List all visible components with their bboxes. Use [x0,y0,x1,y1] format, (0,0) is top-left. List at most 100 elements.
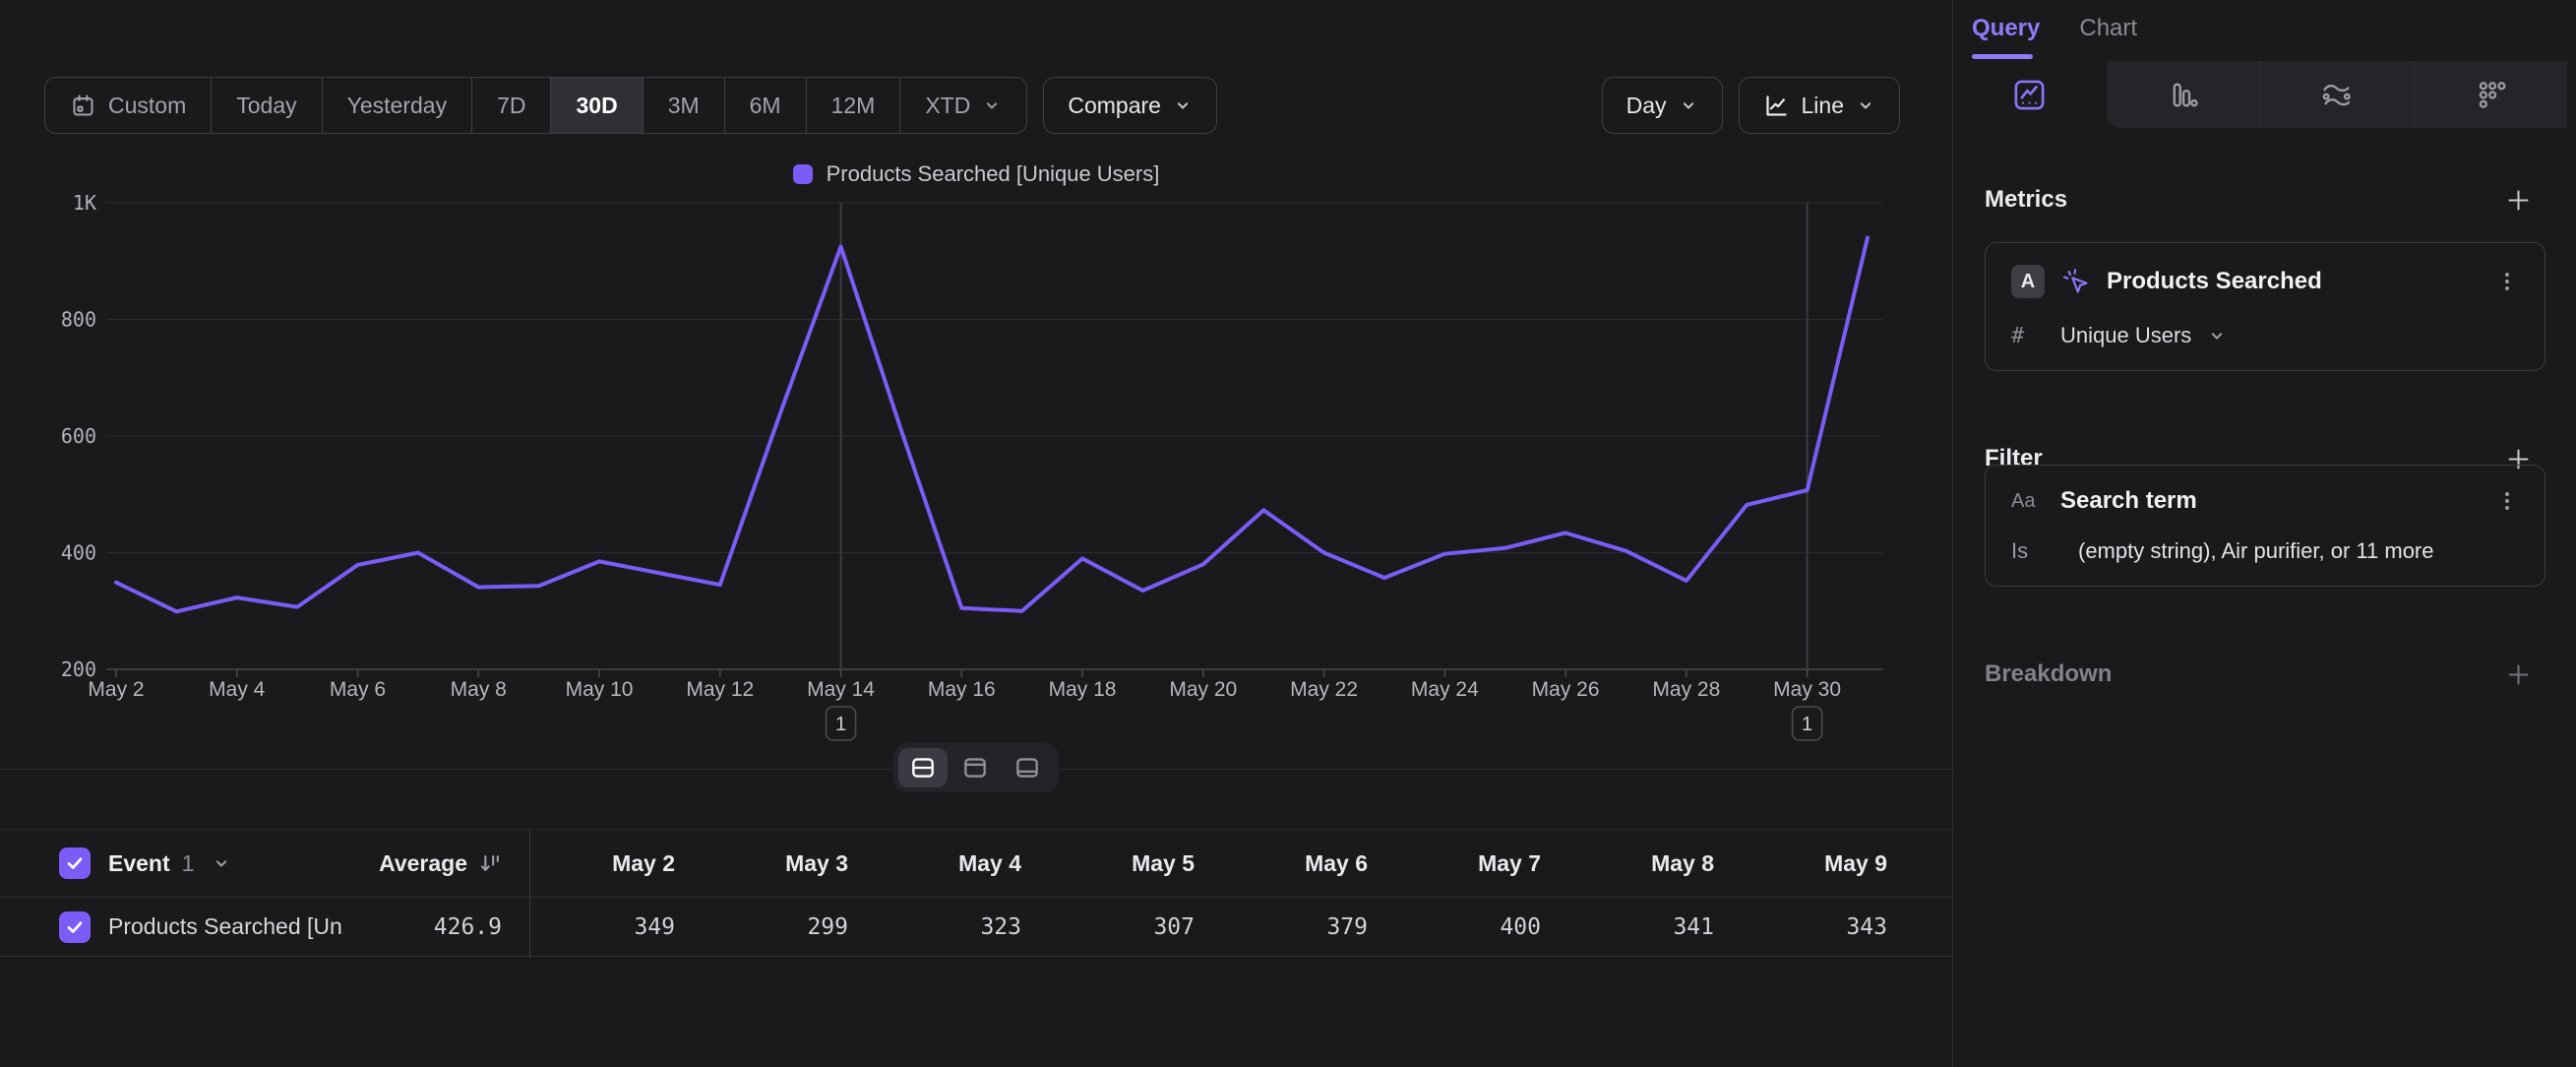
table-row[interactable]: Products Searched [Un... 426.9 349299323… [0,898,1952,957]
metric-name[interactable]: Products Searched [2107,268,2480,295]
date-range-12m[interactable]: 12M [807,78,901,133]
annotation-badge-label: 1 [1802,714,1812,735]
column-header-may-8[interactable]: May 8 [1549,850,1722,877]
row-event: Products Searched [Un... [0,911,344,943]
row-event-name: Products Searched [Un... [108,913,344,940]
event-checkbox[interactable] [59,847,91,879]
series-line[interactable] [116,238,1868,612]
results-table: Event 1 Average May 2May 3May 4May 5May … [0,829,1952,957]
filter-property-name[interactable]: Search term [2060,487,2480,515]
aggregation-label: Unique Users [2060,323,2191,348]
retention-icon [2318,77,2355,113]
chart-only-view-button[interactable] [951,748,1000,787]
filter-card[interactable]: Aa Search term Is (empty string), Air pu… [1985,465,2545,587]
row-checkbox[interactable] [59,911,91,943]
add-metric-button[interactable] [2505,187,2532,214]
x-axis-label: May 16 [928,678,996,701]
split-view-button[interactable] [898,748,948,787]
chart-type-button[interactable]: Line [1739,77,1900,134]
metrics-section-header: Metrics [1985,182,2532,218]
property-type-badge: Aa [2011,490,2045,513]
kebab-menu-icon[interactable] [2495,489,2519,513]
column-header-may-5[interactable]: May 5 [1029,850,1202,877]
table-only-view-icon [1013,754,1041,782]
split-view-icon [909,754,937,782]
event-count: 1 [182,850,195,877]
table-header-row: Event 1 Average May 2May 3May 4May 5May … [0,829,1952,898]
bar-chart-tab[interactable] [2107,61,2260,128]
x-axis-label: May 26 [1532,678,1600,701]
average-label: Average [379,850,467,877]
x-axis-label: May 30 [1773,678,1841,701]
metric-card[interactable]: A Products Searched # Unique Users [1985,242,2545,371]
column-header-may-4[interactable]: May 4 [856,850,1029,877]
x-axis-label: May 18 [1049,678,1117,701]
active-tab-underline [1972,54,2033,59]
compare-button[interactable]: Compare [1043,77,1217,134]
x-axis-label: May 20 [1169,678,1237,701]
column-header-average[interactable]: Average [344,850,510,877]
filter-condition-row[interactable]: Is (empty string), Air purifier, or 11 m… [2011,538,2519,564]
x-axis-label: May 22 [1290,678,1358,701]
insights-chart-tab[interactable] [1953,61,2107,128]
column-header-may-2[interactable]: May 2 [510,850,683,877]
column-header-may-7[interactable]: May 7 [1376,850,1549,877]
event-selector[interactable]: Event 1 [0,847,344,879]
metric-card-title-row: A Products Searched [2011,265,2519,298]
date-range-7d[interactable]: 7D [472,78,551,133]
compare-label: Compare [1068,93,1161,119]
funnel-icon [2473,77,2509,113]
x-axis-label: May 14 [807,678,875,701]
date-range-yesterday[interactable]: Yesterday [323,78,472,133]
x-axis-label: May 2 [88,678,144,701]
calendar-icon [70,93,96,119]
x-axis-label: May 8 [451,678,507,701]
chart-only-view-icon [961,754,989,782]
table-column-divider [529,829,530,958]
kebab-menu-icon[interactable] [2495,270,2519,293]
date-range-6m[interactable]: 6M [725,78,807,133]
y-axis-label: 800 [61,308,96,332]
toolbar: Custom Today Yesterday 7D 30D 3M6M12MXTD Comp… [44,77,1900,134]
tab-chart[interactable]: Chart [2079,15,2137,42]
cell-value: 343 [1722,914,1895,940]
date-range-label: Yesterday [347,93,447,119]
chevron-down-icon [212,853,231,873]
breakdown-section-header: Breakdown [1985,657,2532,692]
legend-label: Products Searched [Unique Users] [827,161,1160,187]
sidebar-tabs: Query Chart [1972,0,2137,57]
date-range-30d[interactable]: 30D [551,78,643,133]
checkmark-icon [64,916,86,938]
granularity-button[interactable]: Day [1602,77,1723,134]
chevron-down-icon [1679,95,1698,115]
insights-chart-icon [2011,77,2048,113]
chevron-down-icon [1173,95,1193,115]
cell-value: 323 [856,914,1029,940]
table-only-view-button[interactable] [1003,748,1052,787]
date-range-label: 30D [576,93,617,119]
funnel-tab[interactable] [2414,61,2568,128]
cell-value: 299 [683,914,856,940]
legend-swatch [793,164,813,184]
chart-type-label: Line [1802,93,1844,119]
date-range-label: Custom [108,93,186,119]
x-axis-label: May 28 [1652,678,1720,701]
cell-value: 341 [1549,914,1722,940]
filter-card-title-row: Aa Search term [2011,487,2519,515]
date-range-xtd[interactable]: XTD [900,78,1026,133]
metric-aggregation-row[interactable]: # Unique Users [2011,323,2519,348]
toolbar-spacer [1233,77,1586,134]
aggregation-symbol: # [2011,324,2045,348]
column-header-may-6[interactable]: May 6 [1202,850,1376,877]
tab-query[interactable]: Query [1972,15,2040,42]
retention-tab[interactable] [2259,61,2414,128]
granularity-label: Day [1626,93,1667,119]
date-range-today[interactable]: Today [212,78,322,133]
date-range-3m[interactable]: 3M [644,78,725,133]
cell-value: 379 [1202,914,1376,940]
column-header-may-3[interactable]: May 3 [683,850,856,877]
chart-legend[interactable]: Products Searched [Unique Users] [0,161,1952,187]
date-range-custom[interactable]: Custom [45,78,212,133]
add-breakdown-button[interactable] [2505,661,2532,688]
column-header-may-9[interactable]: May 9 [1722,850,1895,877]
